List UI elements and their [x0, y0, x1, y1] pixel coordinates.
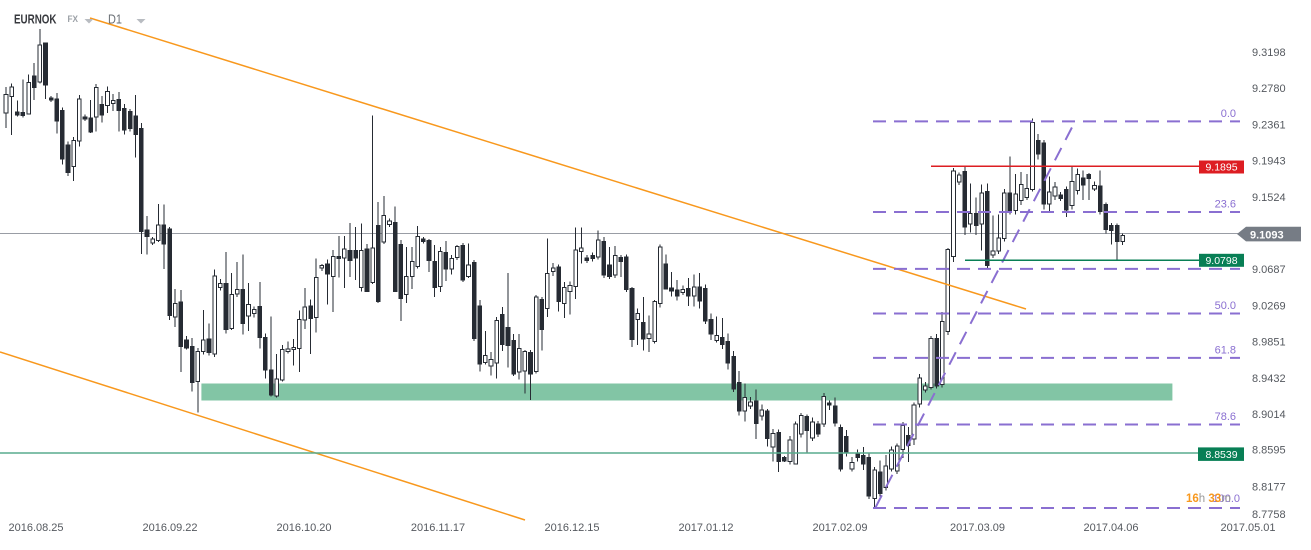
svg-text:8.7758: 8.7758: [1252, 509, 1286, 521]
svg-text:2017.04.06: 2017.04.06: [1083, 522, 1138, 534]
svg-text:2016.09.22: 2016.09.22: [142, 522, 197, 534]
svg-text:61.8: 61.8: [1215, 344, 1236, 356]
svg-text:9.1895: 9.1895: [1205, 162, 1237, 174]
svg-text:9.1943: 9.1943: [1252, 156, 1286, 168]
svg-text:50.0: 50.0: [1215, 300, 1236, 312]
svg-text:8.9851: 8.9851: [1252, 337, 1286, 349]
svg-text:8.8595: 8.8595: [1252, 444, 1286, 456]
svg-text:8.9014: 8.9014: [1252, 409, 1286, 421]
svg-text:2017.03.09: 2017.03.09: [950, 522, 1005, 534]
svg-text:EURNOK: EURNOK: [14, 12, 57, 27]
svg-text:2016.10.20: 2016.10.20: [276, 522, 331, 534]
svg-text:8.8539: 8.8539: [1205, 449, 1237, 461]
svg-text:9.0798: 9.0798: [1205, 255, 1237, 267]
svg-text:16h 33m: 16h 33m: [1186, 493, 1231, 505]
svg-text:9.3198: 9.3198: [1252, 47, 1286, 59]
svg-text:2016.11.17: 2016.11.17: [411, 522, 465, 534]
svg-text:8.9432: 8.9432: [1252, 373, 1286, 385]
svg-text:2016.12.15: 2016.12.15: [544, 522, 599, 534]
svg-text:100.0: 100.0: [1212, 493, 1240, 505]
svg-text:2017.02.09: 2017.02.09: [812, 522, 867, 534]
svg-text:2017.05.01: 2017.05.01: [1220, 522, 1275, 534]
svg-text:9.2361: 9.2361: [1252, 119, 1286, 131]
svg-text:2016.08.25: 2016.08.25: [8, 522, 63, 534]
svg-text:0.0: 0.0: [1221, 108, 1236, 120]
svg-text:9.0687: 9.0687: [1252, 264, 1286, 276]
svg-text:8.8177: 8.8177: [1252, 481, 1286, 493]
svg-text:9.0269: 9.0269: [1252, 300, 1286, 312]
svg-text:FX: FX: [68, 14, 79, 25]
svg-text:D1: D1: [108, 12, 122, 27]
svg-text:9.2780: 9.2780: [1252, 83, 1286, 95]
svg-text:9.1524: 9.1524: [1252, 192, 1286, 204]
svg-text:2017.01.12: 2017.01.12: [678, 522, 733, 534]
svg-text:9.1093: 9.1093: [1250, 229, 1284, 241]
svg-text:23.6: 23.6: [1215, 199, 1236, 211]
svg-text:78.6: 78.6: [1215, 411, 1236, 423]
